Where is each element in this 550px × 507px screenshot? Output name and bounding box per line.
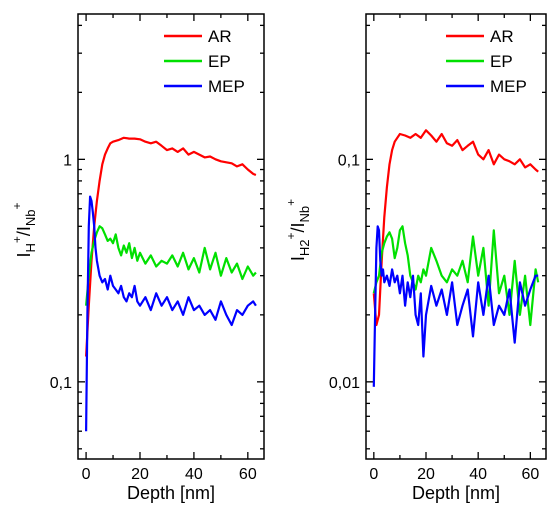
series-line-mep xyxy=(85,195,257,432)
legend-label-ep: EP xyxy=(490,52,513,71)
x-tick-label: 60 xyxy=(239,466,257,483)
series-line-ar xyxy=(85,136,257,357)
y-tick-label: 0,1 xyxy=(50,375,72,392)
legend-label-mep: MEP xyxy=(490,77,527,96)
y-tick-label: 1 xyxy=(63,152,72,169)
legend-label-ar: AR xyxy=(490,27,514,46)
right-panel: 0 20 40 60 0,01 0,1 Depth [nm] IH2+/INb+ AR EP MEP xyxy=(284,13,547,503)
series-line-ep xyxy=(85,225,257,306)
y-tick-label: 0,01 xyxy=(329,375,360,392)
y-tick-label: 0,1 xyxy=(338,152,360,169)
x-tick-label: 20 xyxy=(131,466,149,483)
y-axis-title: IH+/INb+ xyxy=(10,202,38,257)
x-tick-label: 40 xyxy=(469,466,487,483)
series-line-mep xyxy=(372,225,539,387)
plot-frame xyxy=(77,13,265,460)
legend-label-ar: AR xyxy=(208,27,232,46)
legend-label-ep: EP xyxy=(208,52,231,71)
x-axis-title: Depth [nm] xyxy=(412,483,500,503)
x-tick-label: 20 xyxy=(417,466,435,483)
x-tick-label: 60 xyxy=(521,466,539,483)
x-tick-label: 40 xyxy=(185,466,203,483)
left-panel: 0 20 40 60 0,1 1 Depth [nm] IH+/INb+ AR EP MEP xyxy=(10,13,265,503)
y-axis-title: IH2+/INb+ xyxy=(284,199,312,261)
series-line-ep xyxy=(372,225,540,327)
x-tick-label: 0 xyxy=(369,466,378,483)
series-line-ar xyxy=(372,129,539,327)
x-axis-title: Depth [nm] xyxy=(127,483,215,503)
legend-label-mep: MEP xyxy=(208,77,245,96)
plot-frame xyxy=(365,13,547,460)
x-tick-label: 0 xyxy=(82,466,91,483)
